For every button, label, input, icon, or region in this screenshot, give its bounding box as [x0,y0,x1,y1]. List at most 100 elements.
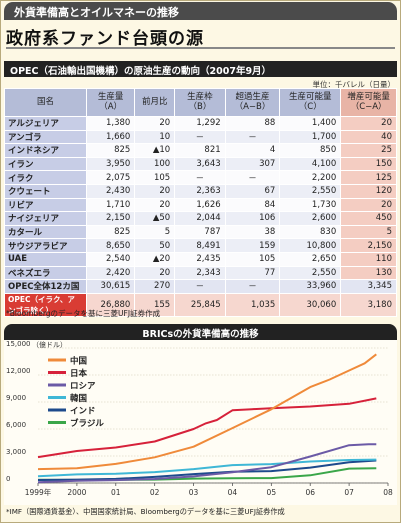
table-cell: 1,660 [85,129,136,145]
table-source-note: *Bloombergのデータを基に三菱UFJ証券作成 [6,309,161,318]
y-axis-unit: （億ドル） [32,340,67,349]
table-cell: 2,343 [174,265,226,281]
table-cell: 1,710 [85,197,136,213]
table-cell: 25 [340,143,397,158]
table-cell: 2,550 [279,265,342,281]
table-cell: 50 [134,238,176,253]
table-row: ナイジェリア 2,150 ▲50 2,044 106 2,600 450 [4,211,397,226]
table-row: OPEC全体12カ国 30,615 270 －－ 33,960 3,345 [4,279,397,294]
y-tick-label: 15,000 [6,340,31,348]
table-cell: 2,150 [340,238,397,253]
page-title: 政府系ファンド台頭の源 [6,29,204,49]
y-tick-label: 6,000 [6,421,26,429]
legend-label: ロシア [70,382,96,392]
table-cell: 4,100 [279,156,342,172]
table-cell: 20 [134,183,176,199]
table-cell: 2,540 [85,251,136,267]
table-row: ベネズエラ 2,420 20 2,343 77 2,550 130 [4,265,397,281]
x-tick-label: 04 [228,488,238,497]
chart-source-note: *IMF（国際通貨基金）、中国国家統計局、Bloombergのデータを基に三菱U… [6,507,285,516]
series-line-インド [37,459,377,481]
table-cell: 3,643 [174,156,226,172]
table-cell: 38 [224,224,281,240]
y-tick-label: 12,000 [6,367,31,375]
x-tick-label: 03 [189,488,199,497]
chart-grid [38,347,388,484]
chart-series [37,353,377,484]
x-tick-label: 2000 [67,488,86,497]
table-cell: ▲10 [134,143,176,158]
y-tick-label: 9,000 [6,394,26,402]
col-header-capacity: 生産可能量 （C） [279,88,342,117]
table-cell: ▲50 [134,211,176,226]
country-name-cell: UAE [4,251,87,267]
table-cell: 1,730 [279,197,342,213]
col-header-quota: 生産枠 （B） [174,88,226,117]
table-cell: 5 [340,224,397,240]
table-cell: 20 [134,265,176,281]
table-cell: 850 [279,143,342,158]
country-name-cell: アルジェリア [4,116,87,131]
table-cell: 2,363 [174,183,226,199]
table-cell: 5 [134,224,176,240]
opec-table-head: 国名 生産量 （A） 前月比 生産枠 （B） 超過生産 （A−B） 生産可能量 （C） … [4,88,397,117]
legend-label: 中国 [70,356,87,367]
country-name-cell: クウェート [4,183,87,199]
table-cell: 2,075 [85,170,136,185]
table-row: アルジェリア 1,380 20 1,292 88 1,400 20 [4,116,397,131]
table-cell: 450 [340,211,397,226]
table-cell: ▲20 [134,251,176,267]
table-cell: 10,800 [279,238,342,253]
table-cell: 270 [134,279,176,294]
col-header-mom: 前月比 [134,88,176,117]
table-cell: 2,435 [174,251,226,267]
table-cell: 26,880 [85,292,136,317]
table-row: OPEC（イラク、アンゴラ除く） 26,880 155 25,845 1,035 30,0… [4,292,397,317]
table-cell: 307 [224,156,281,172]
table-cell: － [224,170,281,185]
table-cell: 159 [224,238,281,253]
series-line-韓国 [37,458,377,478]
table-row: カタール 825 5 787 38 830 5 [4,224,397,240]
table-cell: 25,845 [174,292,226,317]
y-tick-label: 3,000 [6,448,26,456]
table-cell: － [174,279,226,294]
table-cell: 67 [224,183,281,199]
table-cell: 2,200 [279,170,342,185]
table-cell: － [224,129,281,145]
series-line-ロシア [37,443,377,484]
table-cell: 830 [279,224,342,240]
legend-label: 韓国 [70,393,87,404]
table-cell: 110 [340,251,397,267]
x-tick-label: 1999年 [25,487,52,497]
x-tick-label: 06 [305,488,315,497]
opec-table-body: アルジェリア 1,380 20 1,292 88 1,400 20 アンゴラ 1,660 10 －－… [4,116,397,317]
x-tick-label: 01 [111,488,121,497]
table-cell: 1,700 [279,129,342,145]
table-cell: 2,150 [85,211,136,226]
table-cell: 1,292 [174,116,226,131]
series-line-日本 [37,397,377,459]
table-cell: 10 [134,129,176,145]
legend-label: インド [70,407,96,417]
col-header-country: 国名 [4,88,87,117]
table-cell: 20 [340,116,397,131]
table-cell: 787 [174,224,226,240]
table-cell: 821 [174,143,226,158]
brics-reserves-chart: 0 3,000 6,000 9,000 12,000 15,000 （億ドル） 1999年 2… [4,340,397,505]
series-line-中国 [37,353,377,471]
top-banner: 外貨準備高とオイルマネーの推移 [4,2,397,20]
table-row: イラク 2,075 105 －－ 2,200 125 [4,170,397,185]
table-cell: 1,626 [174,197,226,213]
table-cell: 2,044 [174,211,226,226]
table-cell: 125 [340,170,397,185]
table-cell: 1,035 [224,292,281,317]
country-name-cell: ナイジェリア [4,211,87,226]
table-cell: 8,650 [85,238,136,253]
legend-label: ブラジル [70,418,104,429]
country-name-cell: ベネズエラ [4,265,87,281]
x-tick-label: 02 [150,488,160,497]
table-cell: 1,400 [279,116,342,131]
table-row: UAE 2,540 ▲20 2,435 105 2,650 110 [4,251,397,267]
country-name-cell: イラン [4,156,87,172]
